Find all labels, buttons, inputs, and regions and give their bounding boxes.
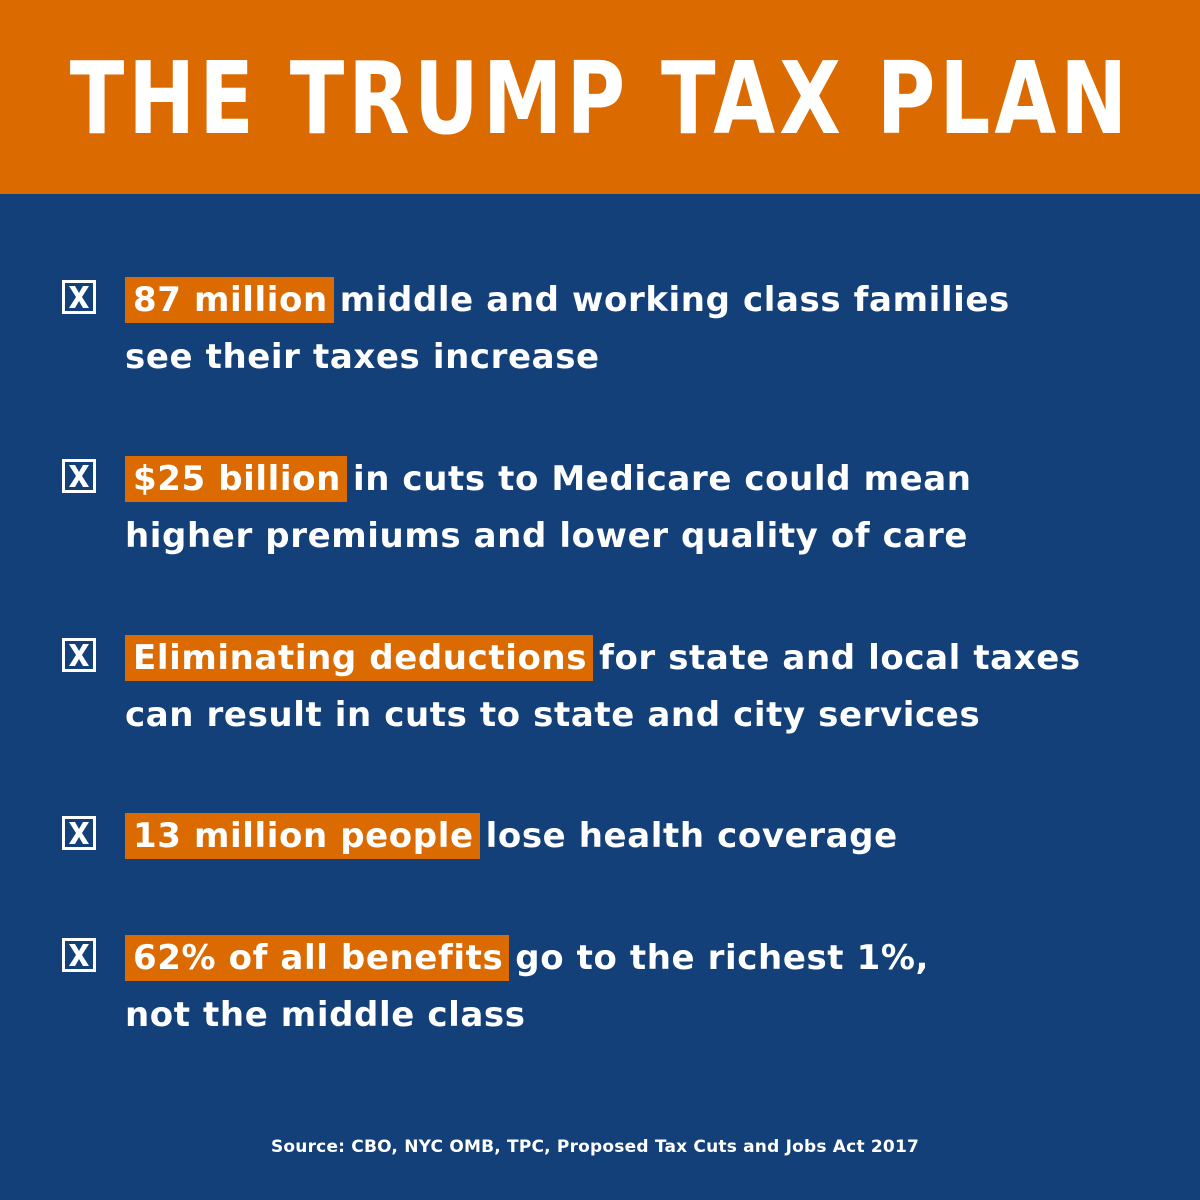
item-text: Eliminating deductions for state and loca… [125,630,1175,744]
item-highlight: $25 billion [125,456,347,502]
x-box-icon [62,280,96,314]
item-highlight: 13 million people [125,813,480,859]
x-box-icon [62,638,96,672]
x-box-icon [62,459,96,493]
item-line1: in cuts to Medicare could mean [352,459,972,499]
item-text: 62% of all benefits go to the richest 1%,… [125,930,1175,1044]
item-highlight: Eliminating deductions [125,635,594,681]
item-text: 13 million people lose health coverage [125,808,1175,865]
item-line2: can result in cuts to state and city ser… [125,695,981,735]
item-line2: higher premiums and lower quality of car… [125,516,968,556]
item-highlight: 87 million [125,277,334,323]
item-line1: for state and local taxes [599,638,1081,678]
item-line2: see their taxes increase [125,337,600,377]
page-title: THE TRUMP TAX PLAN [69,40,1131,157]
x-box-icon [62,816,96,850]
title-banner: THE TRUMP TAX PLAN [0,0,1200,194]
source-note: Source: CBO, NYC OMB, TPC, Proposed Tax … [270,1137,920,1157]
item-line1: lose health coverage [485,816,898,856]
item-line1: go to the richest 1%, [515,938,930,978]
item-line1: middle and working class families [339,280,1010,320]
x-box-icon [62,938,96,972]
item-highlight: 62% of all benefits [125,935,510,981]
item-text: 87 million middle and working class famil… [125,272,1175,386]
item-text: $25 billion in cuts to Medicare could mea… [125,451,1175,565]
item-line2: not the middle class [125,995,526,1035]
